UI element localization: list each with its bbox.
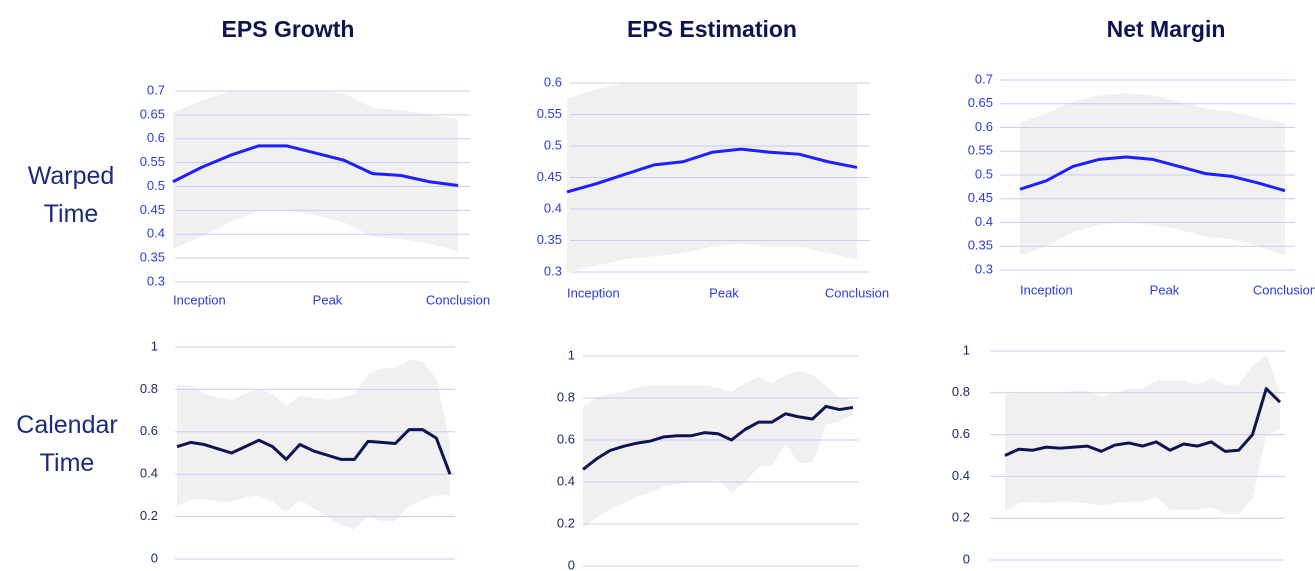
- y-tick-label: 0.3: [544, 263, 562, 278]
- y-tick-label: 0: [963, 551, 970, 566]
- x-tick-label: Inception: [1020, 282, 1073, 297]
- line: [176, 428, 452, 475]
- y-tick-label: 0.4: [952, 468, 970, 483]
- y-tick-label: 0.3: [975, 261, 993, 276]
- y-tick-label: 0.8: [952, 384, 970, 399]
- line: [172, 144, 459, 188]
- y-tick-label: 0.3: [147, 273, 165, 288]
- x-tick-label: Peak: [1150, 282, 1180, 297]
- y-tick-label: 0.45: [140, 202, 165, 217]
- line: [566, 147, 858, 194]
- row-label: Warped Time: [27, 162, 115, 228]
- y-tick-label: 0.6: [952, 426, 970, 441]
- y-tick-label: 0.4: [975, 214, 993, 229]
- y-tick-label: 0.6: [975, 119, 993, 134]
- y-tick-label: 0.8: [140, 381, 158, 396]
- y-tick-label: 0.2: [140, 508, 158, 523]
- line: [582, 404, 854, 471]
- y-tick-label: 0: [568, 557, 575, 571]
- y-tick-label: 0.5: [544, 137, 562, 152]
- y-tick-label: 1: [568, 347, 575, 362]
- y-tick-label: 0.2: [952, 510, 970, 525]
- y-tick-label: 0.55: [537, 106, 562, 121]
- y-tick-label: 0.4: [557, 473, 575, 488]
- y-tick-label: 0.55: [140, 154, 165, 169]
- y-tick-label: 0.5: [975, 166, 993, 181]
- y-tick-label: 0.4: [140, 466, 158, 481]
- column-title: Net Margin: [1107, 16, 1226, 42]
- line: [1019, 155, 1286, 193]
- column-title: EPS Estimation: [627, 16, 797, 42]
- y-tick-label: 0.6: [140, 423, 158, 438]
- confidence-band: [1020, 92, 1285, 256]
- confidence-band: [173, 91, 458, 251]
- confidence-band: [583, 370, 853, 529]
- y-tick-label: 0.65: [968, 95, 993, 110]
- y-tick-label: 0.6: [147, 130, 165, 145]
- y-tick-label: 0.7: [147, 82, 165, 97]
- confidence-band: [177, 359, 450, 530]
- y-tick-label: 0.4: [147, 226, 165, 241]
- line: [1004, 387, 1282, 457]
- y-tick-label: 0.8: [557, 389, 575, 404]
- x-tick-label: Inception: [173, 292, 226, 307]
- row-label: Calendar Time: [16, 411, 118, 477]
- x-tick-label: Peak: [709, 285, 739, 300]
- y-tick-label: 1: [151, 338, 158, 353]
- x-tick-label: Conclusion: [1253, 282, 1315, 297]
- column-title: EPS Growth: [222, 16, 355, 42]
- y-tick-label: 0.35: [537, 232, 562, 247]
- y-tick-label: 0: [151, 550, 158, 565]
- y-tick-label: 1: [963, 342, 970, 357]
- y-tick-label: 0.45: [537, 169, 562, 184]
- x-tick-label: Inception: [567, 285, 620, 300]
- x-tick-label: Conclusion: [426, 292, 490, 307]
- x-tick-label: Conclusion: [825, 285, 889, 300]
- y-tick-label: 0.65: [140, 106, 165, 121]
- y-tick-label: 0.2: [557, 515, 575, 530]
- y-tick-label: 0.5: [147, 178, 165, 193]
- y-tick-label: 0.6: [544, 74, 562, 89]
- y-tick-label: 0.45: [968, 190, 993, 205]
- y-tick-label: 0.6: [557, 431, 575, 446]
- x-tick-label: Peak: [313, 292, 343, 307]
- y-tick-label: 0.4: [544, 200, 562, 215]
- y-tick-label: 0.55: [968, 143, 993, 158]
- y-tick-label: 0.35: [968, 238, 993, 253]
- y-tick-label: 0.7: [975, 71, 993, 86]
- y-tick-label: 0.35: [140, 250, 165, 265]
